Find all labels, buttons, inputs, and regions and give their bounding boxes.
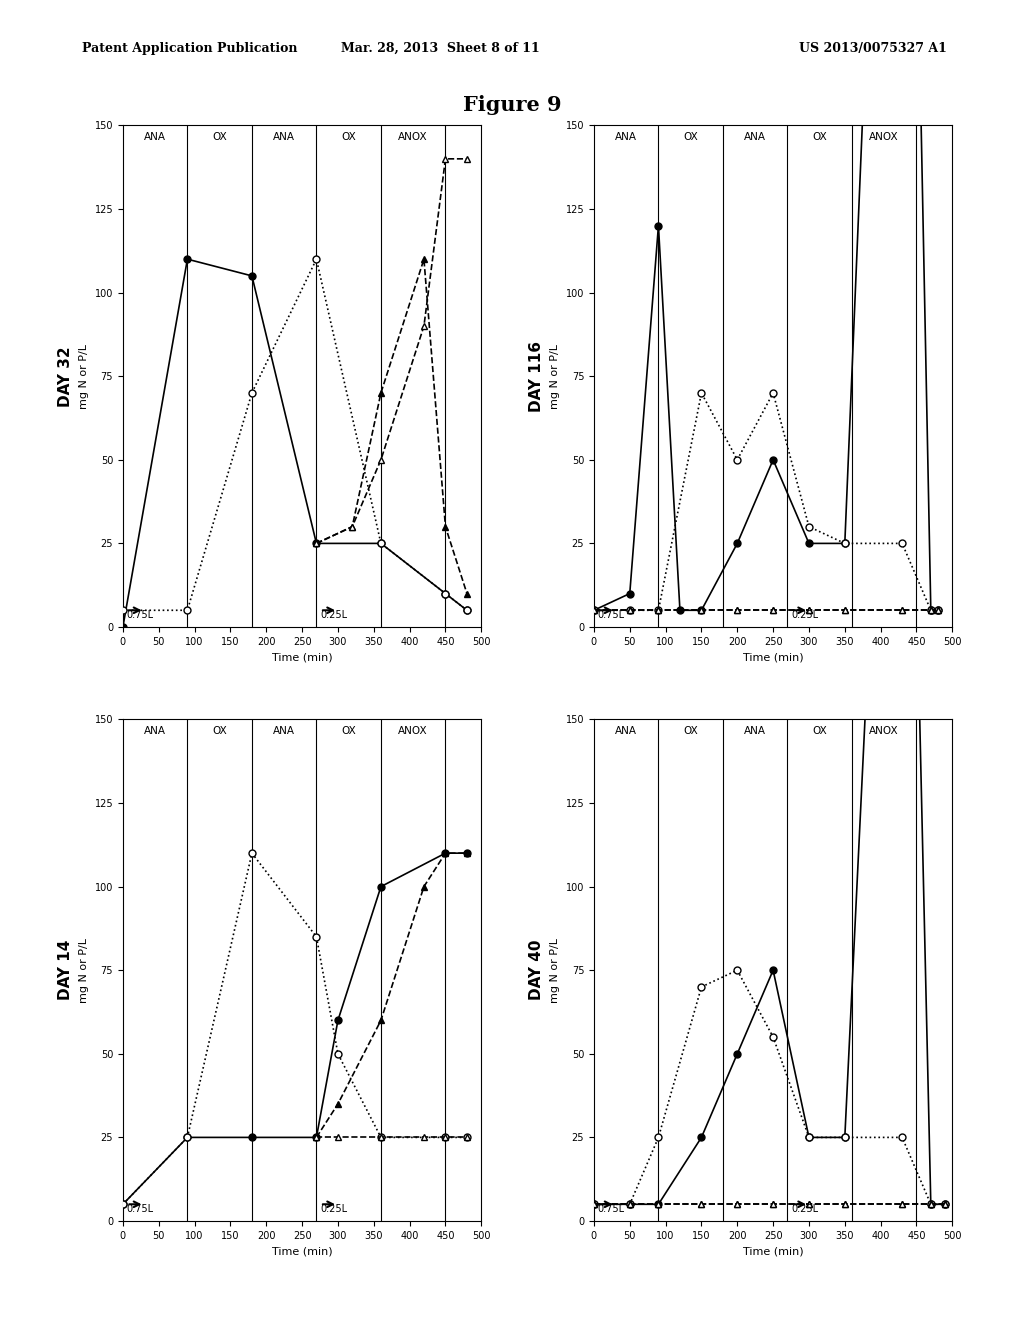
Text: OX: OX [812, 726, 827, 737]
Text: Patent Application Publication: Patent Application Publication [82, 42, 297, 55]
Text: OX: OX [341, 132, 356, 143]
Y-axis label: mg N or P/L: mg N or P/L [550, 937, 560, 1003]
X-axis label: Time (min): Time (min) [271, 652, 333, 663]
Text: OX: OX [812, 132, 827, 143]
Text: 0.25L: 0.25L [791, 1204, 818, 1214]
Text: 0.25L: 0.25L [791, 610, 818, 620]
Text: 0.25L: 0.25L [319, 1204, 347, 1214]
Text: ANOX: ANOX [869, 132, 899, 143]
Y-axis label: mg N or P/L: mg N or P/L [550, 343, 560, 409]
Text: ANOX: ANOX [398, 726, 428, 737]
Text: 0.25L: 0.25L [319, 610, 347, 620]
Text: US 2013/0075327 A1: US 2013/0075327 A1 [799, 42, 946, 55]
Text: ANA: ANA [273, 132, 295, 143]
Text: ANOX: ANOX [869, 726, 899, 737]
X-axis label: Time (min): Time (min) [271, 1246, 333, 1257]
Text: OX: OX [683, 132, 698, 143]
Text: ANA: ANA [615, 132, 637, 143]
Text: ANA: ANA [615, 726, 637, 737]
Text: OX: OX [341, 726, 356, 737]
Text: ANA: ANA [144, 132, 166, 143]
Text: 0.75L: 0.75L [127, 1204, 154, 1214]
X-axis label: Time (min): Time (min) [742, 1246, 804, 1257]
Y-axis label: mg N or P/L: mg N or P/L [79, 343, 89, 409]
Text: ANA: ANA [144, 726, 166, 737]
Text: Figure 9: Figure 9 [463, 95, 561, 115]
Text: Mar. 28, 2013  Sheet 8 of 11: Mar. 28, 2013 Sheet 8 of 11 [341, 42, 540, 55]
Text: ANOX: ANOX [398, 132, 428, 143]
Text: DAY 40: DAY 40 [529, 940, 544, 1001]
Text: ANA: ANA [273, 726, 295, 737]
Text: DAY 32: DAY 32 [58, 346, 73, 407]
Text: 0.75L: 0.75L [597, 1204, 625, 1214]
Text: 0.75L: 0.75L [597, 610, 625, 620]
X-axis label: Time (min): Time (min) [742, 652, 804, 663]
Y-axis label: mg N or P/L: mg N or P/L [79, 937, 89, 1003]
Text: DAY 14: DAY 14 [58, 940, 73, 1001]
Text: ANA: ANA [744, 132, 766, 143]
Text: DAY 116: DAY 116 [529, 341, 544, 412]
Text: ANA: ANA [744, 726, 766, 737]
Text: OX: OX [212, 132, 227, 143]
Text: OX: OX [212, 726, 227, 737]
Text: 0.75L: 0.75L [127, 610, 154, 620]
Text: OX: OX [683, 726, 698, 737]
